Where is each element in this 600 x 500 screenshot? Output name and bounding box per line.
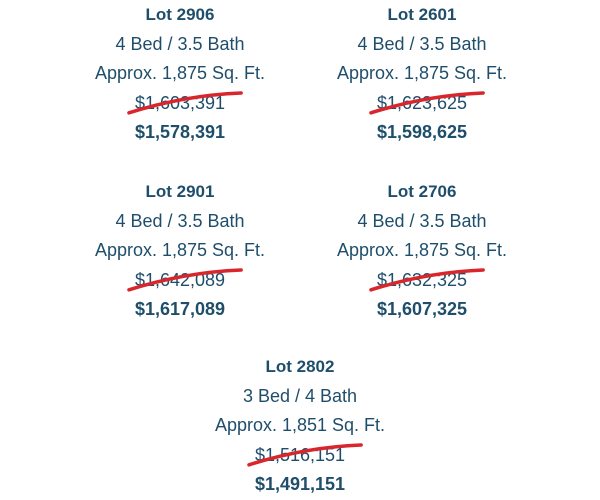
old-price: $1,623,625 xyxy=(369,89,485,119)
lot-square-footage: Approx. 1,875 Sq. Ft. xyxy=(94,63,266,83)
new-price: $1,617,089 xyxy=(134,299,226,319)
old-price: $1,516,151 xyxy=(247,441,363,471)
lot-bed-bath: 4 Bed / 3.5 Bath xyxy=(357,33,487,54)
old-price-row: $1,632,325 xyxy=(282,266,562,296)
old-price: $1,632,325 xyxy=(369,266,485,296)
red-strikethrough-icon xyxy=(369,267,485,292)
lot-title: Lot 2906 xyxy=(145,5,215,24)
new-price: $1,578,391 xyxy=(134,122,226,142)
lot-bed-bath: 4 Bed / 3.5 Bath xyxy=(115,210,245,231)
lot-title: Lot 2901 xyxy=(145,182,215,201)
lot-bed-bath: 4 Bed / 3.5 Bath xyxy=(357,210,487,231)
lot-title: Lot 2706 xyxy=(387,182,457,201)
lot-card: Lot 2906 4 Bed / 3.5 Bath Approx. 1,875 … xyxy=(40,0,320,148)
old-price-row: $1,642,089 xyxy=(40,266,320,296)
red-strikethrough-icon xyxy=(127,267,243,292)
lot-square-footage: Approx. 1,875 Sq. Ft. xyxy=(336,240,508,260)
red-strikethrough-icon xyxy=(247,442,363,467)
lot-square-footage: Approx. 1,875 Sq. Ft. xyxy=(94,240,266,260)
lot-card: Lot 2802 3 Bed / 4 Bath Approx. 1,851 Sq… xyxy=(160,352,440,500)
lot-card: Lot 2601 4 Bed / 3.5 Bath Approx. 1,875 … xyxy=(282,0,562,148)
old-price-row: $1,516,151 xyxy=(160,441,440,471)
lot-square-footage: Approx. 1,875 Sq. Ft. xyxy=(336,63,508,83)
old-price: $1,642,089 xyxy=(127,266,243,296)
lot-card: Lot 2706 4 Bed / 3.5 Bath Approx. 1,875 … xyxy=(282,177,562,325)
old-price-row: $1,623,625 xyxy=(282,89,562,119)
lot-title: Lot 2601 xyxy=(387,5,457,24)
lot-bed-bath: 4 Bed / 3.5 Bath xyxy=(115,33,245,54)
new-price: $1,607,325 xyxy=(376,299,468,319)
old-price: $1,603,391 xyxy=(127,89,243,119)
new-price: $1,598,625 xyxy=(376,122,468,142)
lot-title: Lot 2802 xyxy=(265,357,335,376)
new-price: $1,491,151 xyxy=(254,474,346,494)
red-strikethrough-icon xyxy=(127,90,243,115)
lot-card: Lot 2901 4 Bed / 3.5 Bath Approx. 1,875 … xyxy=(40,177,320,325)
lot-bed-bath: 3 Bed / 4 Bath xyxy=(242,385,358,406)
old-price-row: $1,603,391 xyxy=(40,89,320,119)
lot-square-footage: Approx. 1,851 Sq. Ft. xyxy=(214,415,386,435)
red-strikethrough-icon xyxy=(369,90,485,115)
